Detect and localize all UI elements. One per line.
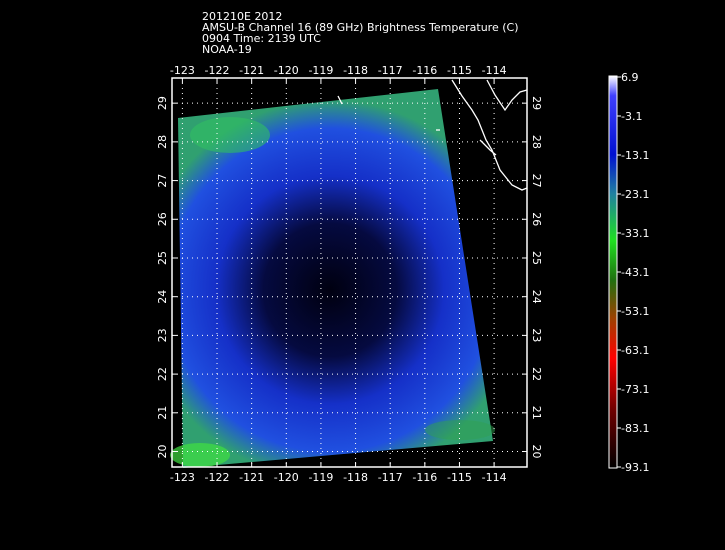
lat-label: 29 [530,96,543,110]
lon-label: -118 [343,64,368,77]
lon-label: -114 [482,471,507,484]
header-line: 201210E 2012 [202,10,282,23]
lon-label: -121 [239,471,264,484]
lon-label: -115 [447,64,472,77]
lon-label: -122 [205,471,230,484]
lon-label: -115 [447,471,472,484]
header-line: AMSU-B Channel 16 (89 GHz) Brightness Te… [202,21,519,34]
lat-label: 25 [156,251,169,265]
lat-label: 21 [530,406,543,420]
lon-label: -120 [274,64,299,77]
header-line: NOAA-19 [202,43,252,56]
colorbar-label: -43.1 [621,266,649,279]
lat-label: 22 [530,367,543,381]
map-frame [171,77,528,468]
lat-label: 24 [156,290,169,304]
coastline [337,79,528,191]
lon-label: -122 [205,64,230,77]
lon-label: -116 [412,64,437,77]
lat-label: 23 [530,328,543,342]
lon-label: -120 [274,471,299,484]
lat-label: 29 [156,96,169,110]
lon-label: -119 [308,471,333,484]
colorbar-label: -93.1 [621,461,649,474]
colorbar-label: -53.1 [621,305,649,318]
image-feature [425,420,495,440]
lon-label: -123 [170,471,195,484]
lat-label: 24 [530,290,543,304]
lon-label: -119 [308,64,333,77]
lon-label: -114 [482,64,507,77]
colorbar-label: -3.1 [621,110,642,123]
lat-label: 27 [530,174,543,188]
colorbar-label: -33.1 [621,227,649,240]
lat-label: 26 [530,212,543,226]
lat-label: 25 [530,251,543,265]
lat-label: 28 [530,135,543,149]
colorbar-label: 6.9 [621,71,639,84]
lat-label: 27 [156,174,169,188]
lon-label: -117 [378,471,403,484]
lat-label: 22 [156,367,169,381]
colorbar-label: -23.1 [621,188,649,201]
lat-label: 28 [156,135,169,149]
lon-label: -117 [378,64,403,77]
lat-label: 21 [156,406,169,420]
colorbar-label: -63.1 [621,344,649,357]
lat-label: 23 [156,328,169,342]
colorbar-label: -13.1 [621,149,649,162]
image-feature [190,117,270,153]
lat-label: 20 [530,445,543,459]
colorbar [608,75,618,469]
colorbar-label: -83.1 [621,422,649,435]
lon-label: -121 [239,64,264,77]
header-line: 0904 Time: 2139 UTC [202,32,321,45]
lon-label: -118 [343,471,368,484]
lon-label: -116 [412,471,437,484]
lat-label: 20 [156,445,169,459]
lon-label: -123 [170,64,195,77]
swath-image [178,89,493,468]
lat-label: 26 [156,212,169,226]
image-feature [170,443,230,467]
colorbar-label: -73.1 [621,383,649,396]
